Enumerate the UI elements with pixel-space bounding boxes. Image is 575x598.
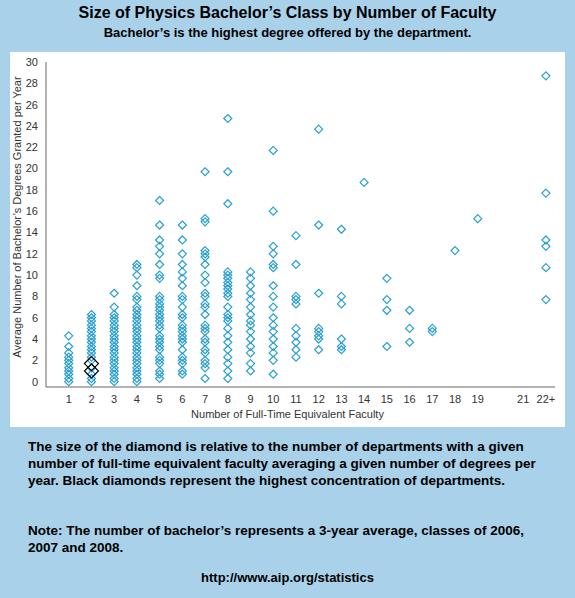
svg-text:12: 12 [26, 248, 38, 260]
html-text:Average Number of Bachelor’s D: Average Number of Bachelor’s Degrees Gra… [11, 76, 23, 358]
svg-text:2: 2 [88, 393, 94, 405]
svg-text:10: 10 [267, 393, 279, 405]
svg-text:16: 16 [403, 393, 415, 405]
svg-text:21: 21 [517, 393, 529, 405]
svg-text:10: 10 [26, 269, 38, 281]
svg-text:14: 14 [358, 393, 370, 405]
html-text:Bachelor’s is the highest degr: Bachelor’s is the highest degree offered… [103, 25, 472, 40]
svg-text:1: 1 [66, 393, 72, 405]
svg-text:22+: 22+ [537, 393, 556, 405]
svg-text:9: 9 [247, 393, 253, 405]
svg-text:24: 24 [26, 120, 38, 132]
svg-text:15: 15 [381, 393, 393, 405]
svg-text:16: 16 [26, 205, 38, 217]
svg-text:4: 4 [32, 333, 38, 345]
svg-text:7: 7 [202, 393, 208, 405]
svg-text:22: 22 [26, 141, 38, 153]
svg-text:13: 13 [335, 393, 347, 405]
svg-text:12: 12 [313, 393, 325, 405]
svg-text:26: 26 [26, 99, 38, 111]
svg-text:2: 2 [32, 354, 38, 366]
html-text:The size of the diamond is rel: The size of the diamond is relative to t… [28, 439, 536, 488]
svg-text:14: 14 [26, 226, 38, 238]
svg-text:28: 28 [26, 77, 38, 89]
svg-text:6: 6 [179, 393, 185, 405]
svg-text:30: 30 [26, 56, 38, 68]
svg-text:0: 0 [32, 376, 38, 388]
html-text:Size of Physics Bachelor’s Cla: Size of Physics Bachelor’s Class by Numb… [78, 4, 497, 21]
html-text:Note: The number of bachelor’s: Note: The number of bachelor’s represent… [28, 523, 524, 555]
svg-text:8: 8 [225, 393, 231, 405]
svg-text:20: 20 [26, 162, 38, 174]
svg-text:11: 11 [290, 393, 301, 405]
svg-text:8: 8 [32, 290, 38, 302]
html-text:http://www.aip.org/statistics: http://www.aip.org/statistics [201, 570, 374, 585]
html-text:Number of Full-Time Equivalent: Number of Full-Time Equivalent Faculty [191, 408, 384, 420]
svg-text:19: 19 [472, 393, 484, 405]
svg-text:17: 17 [426, 393, 438, 405]
svg-text:5: 5 [157, 393, 163, 405]
svg-text:18: 18 [26, 184, 38, 196]
svg-text:3: 3 [111, 393, 117, 405]
svg-text:4: 4 [134, 393, 140, 405]
svg-text:18: 18 [449, 393, 461, 405]
svg-text:6: 6 [32, 312, 38, 324]
